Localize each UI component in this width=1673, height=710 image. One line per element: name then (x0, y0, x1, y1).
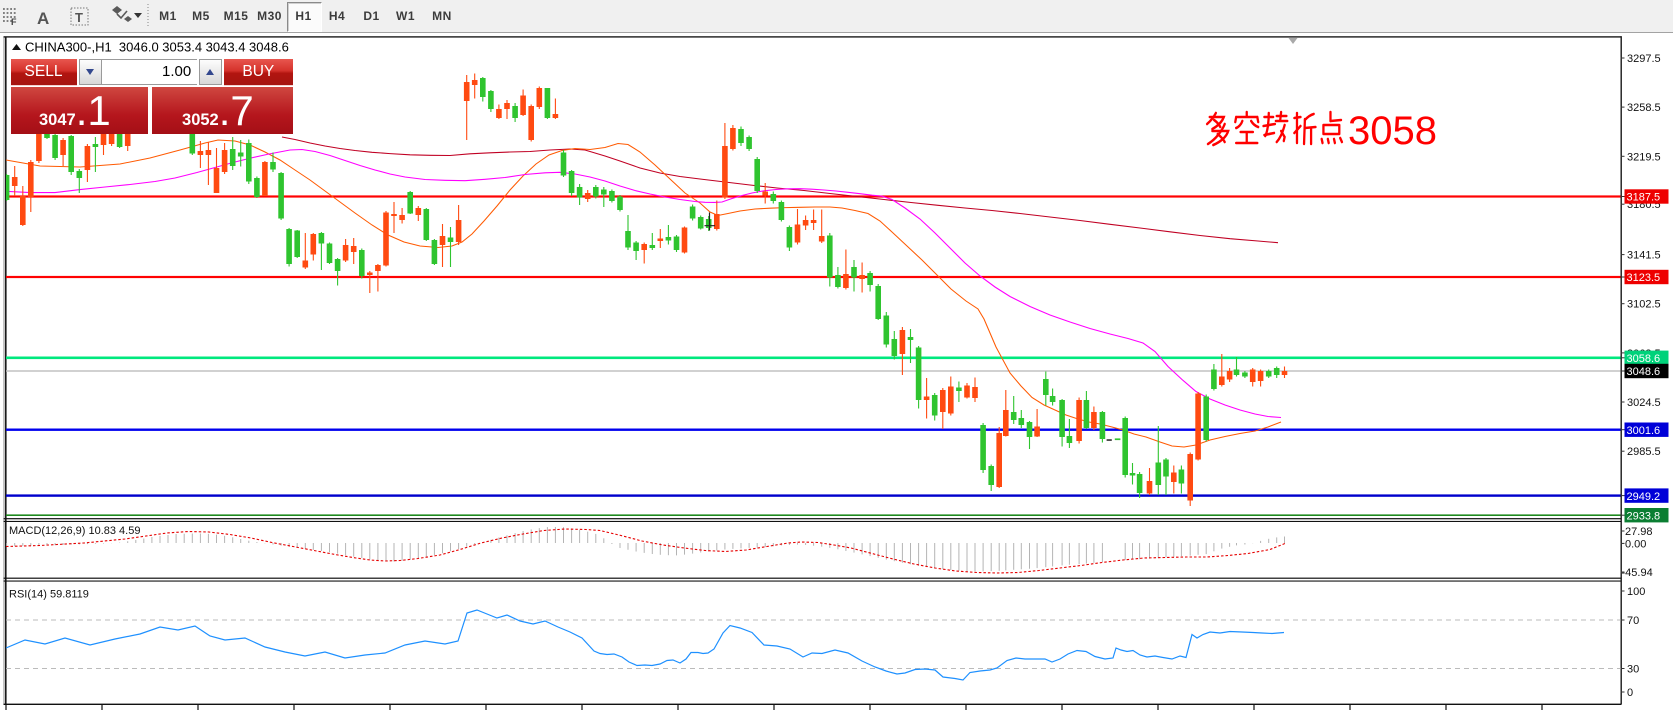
svg-text:3024.5: 3024.5 (1627, 397, 1661, 409)
svg-text:3219.5: 3219.5 (1627, 151, 1661, 163)
svg-text:3001.6: 3001.6 (1627, 425, 1661, 437)
svg-text:-45.94: -45.94 (1622, 567, 1653, 579)
svg-text:0.00: 0.00 (1625, 538, 1646, 550)
svg-text:2933.8: 2933.8 (1627, 510, 1661, 522)
svg-text:CHINA300-,H1 3046.0 3053.4 30: CHINA300-,H1 3046.0 3053.4 3043.4 3048.6 (25, 40, 289, 55)
svg-text:3258.5: 3258.5 (1627, 102, 1661, 114)
svg-text:MACD(12,26,9) 10.83 4.59: MACD(12,26,9) 10.83 4.59 (9, 525, 140, 537)
svg-text:3123.5: 3123.5 (1627, 272, 1661, 284)
svg-text:3048.6: 3048.6 (1627, 366, 1661, 378)
svg-text:2985.5: 2985.5 (1627, 446, 1661, 458)
svg-text:T: T (75, 10, 83, 25)
svg-text:30: 30 (1627, 664, 1639, 676)
svg-text:F: F (11, 17, 17, 27)
svg-text:0: 0 (1627, 687, 1633, 699)
svg-text:2949.2: 2949.2 (1627, 491, 1661, 503)
svg-text:3141.5: 3141.5 (1627, 250, 1661, 262)
svg-text:3058.6: 3058.6 (1627, 353, 1661, 365)
svg-text:3058: 3058 (1348, 109, 1437, 153)
svg-text:100: 100 (1627, 586, 1645, 598)
svg-text:3102.5: 3102.5 (1627, 299, 1661, 311)
svg-text:3297.5: 3297.5 (1627, 53, 1661, 65)
svg-text:27.98: 27.98 (1625, 526, 1653, 538)
svg-text:70: 70 (1627, 615, 1639, 627)
svg-text:RSI(14) 59.8119: RSI(14) 59.8119 (9, 589, 89, 601)
svg-text:A: A (37, 9, 49, 28)
svg-text:3187.5: 3187.5 (1627, 192, 1661, 204)
